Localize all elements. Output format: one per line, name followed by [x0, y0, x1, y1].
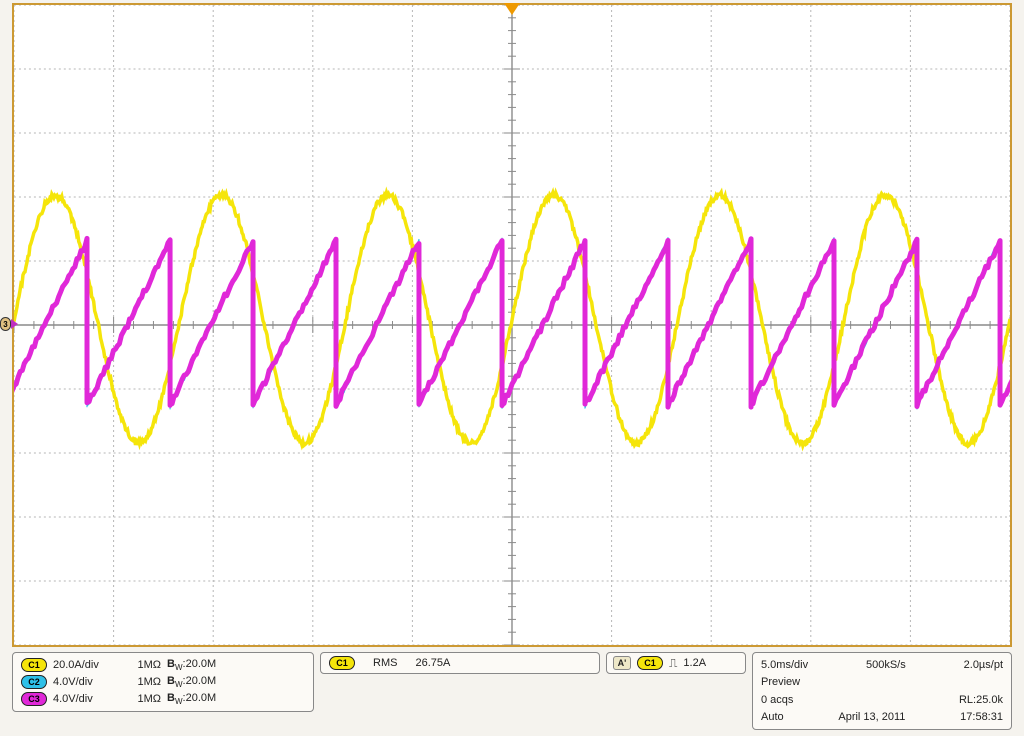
channel-settings-panel[interactable]: C1 20.0A/div 1MΩ BW:20.0M C2 4.0V/div 1M… [12, 652, 314, 712]
sample-rate: 500kS/s [866, 659, 906, 671]
waveform-display[interactable]: 3 [12, 3, 1012, 647]
channel-badge-c2: C2 [21, 675, 47, 689]
waveform-svg [14, 5, 1010, 645]
channel-scale: 4.0V/div [53, 676, 115, 688]
ground-marker-arrow-icon [11, 319, 18, 329]
record-length: RL:25.0k [959, 694, 1003, 706]
channel-badge-c3: C3 [21, 692, 47, 706]
trigger-level: 1.2A [683, 657, 706, 669]
channel-scale: 20.0A/div [53, 659, 115, 671]
trigger-source-badge: C1 [637, 656, 663, 670]
measurement-type: RMS [373, 657, 397, 669]
trigger-position-marker [504, 3, 520, 15]
channel-row-c3[interactable]: C3 4.0V/div 1MΩ BW:20.0M [21, 692, 305, 706]
measurement-source-badge: C1 [329, 656, 355, 670]
channel-impedance: 1MΩ [121, 693, 161, 705]
channel-bandwidth: BW:20.0M [167, 658, 216, 672]
run-mode: Auto [761, 711, 784, 723]
status-bar: C1 20.0A/div 1MΩ BW:20.0M C2 4.0V/div 1M… [12, 652, 1012, 730]
channel-ground-marker: 3 [0, 315, 18, 333]
acq-time: 17:58:31 [960, 711, 1003, 723]
measurement-value: 26.75A [415, 657, 450, 669]
channel-scale: 4.0V/div [53, 693, 115, 705]
channel-badge-c1: C1 [21, 658, 47, 672]
trigger-panel[interactable]: A' C1 ⎍ 1.2A [606, 652, 746, 674]
acq-status: Preview [761, 676, 800, 688]
channel-bandwidth: BW:20.0M [167, 692, 216, 706]
timebase-scale: 5.0ms/div [761, 659, 808, 671]
time-resolution: 2.0µs/pt [964, 659, 1003, 671]
trigger-edge-icon: ⎍ [669, 656, 677, 671]
acq-count: 0 acqs [761, 694, 793, 706]
channel-bandwidth: BW:20.0M [167, 675, 216, 689]
timebase-panel[interactable]: 5.0ms/div 500kS/s 2.0µs/pt Preview 0 acq… [752, 652, 1012, 730]
trigger-mode-badge: A' [613, 656, 631, 670]
acq-date: April 13, 2011 [838, 711, 905, 723]
measurement-panel[interactable]: C1 RMS 26.75A [320, 652, 600, 674]
channel-row-c1[interactable]: C1 20.0A/div 1MΩ BW:20.0M [21, 658, 305, 672]
channel-impedance: 1MΩ [121, 676, 161, 688]
ground-marker-label: 3 [0, 317, 11, 331]
channel-impedance: 1MΩ [121, 659, 161, 671]
channel-row-c2[interactable]: C2 4.0V/div 1MΩ BW:20.0M [21, 675, 305, 689]
